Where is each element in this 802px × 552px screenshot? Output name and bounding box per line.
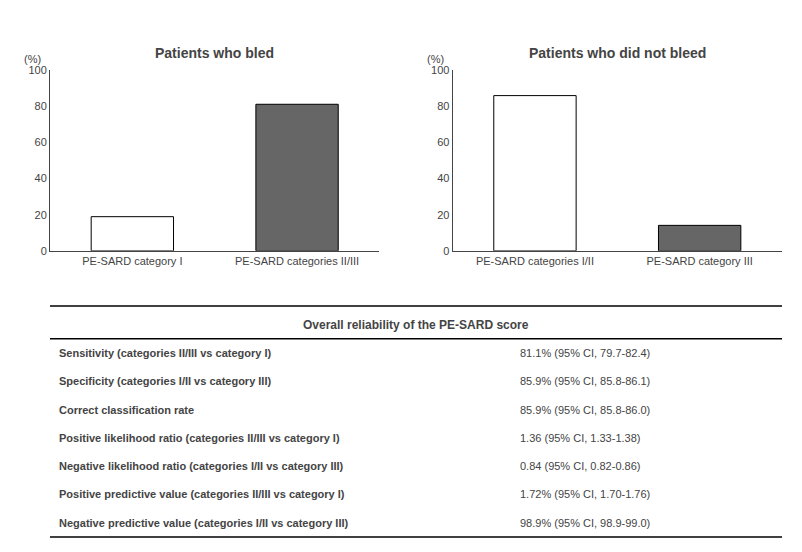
svg-text:1.36 (95% CI, 1.33-1.38): 1.36 (95% CI, 1.33-1.38): [520, 432, 640, 444]
svg-text:98.9% (95% CI, 98.9-99.0): 98.9% (95% CI, 98.9-99.0): [520, 517, 650, 529]
svg-text:Positive predictive value (cat: Positive predictive value (categories II…: [59, 488, 345, 500]
svg-text:0: 0: [443, 245, 449, 257]
svg-text:(%): (%): [427, 53, 444, 65]
svg-text:100: 100: [431, 64, 449, 76]
svg-text:Patients who did not bleed: Patients who did not bleed: [529, 45, 706, 61]
svg-text:60: 60: [35, 136, 47, 148]
svg-text:Overall reliability of the PE-: Overall reliability of the PE-SARD score: [303, 318, 529, 332]
svg-text:Patients who bled: Patients who bled: [155, 45, 274, 61]
svg-text:40: 40: [437, 172, 449, 184]
svg-text:Negative likelihood ratio (cat: Negative likelihood ratio (categories I/…: [59, 460, 344, 472]
svg-text:PE-SARD categories II/III: PE-SARD categories II/III: [235, 255, 359, 267]
svg-text:0.84 (95% CI, 0.82-0.86): 0.84 (95% CI, 0.82-0.86): [520, 460, 640, 472]
svg-text:85.9% (95% CI, 85.8-86.1): 85.9% (95% CI, 85.8-86.1): [520, 375, 650, 387]
svg-text:0: 0: [41, 245, 47, 257]
svg-text:PE-SARD categories I/II: PE-SARD categories I/II: [476, 255, 594, 267]
svg-text:Sensitivity (categories II/III: Sensitivity (categories II/III vs catego…: [59, 347, 271, 359]
svg-text:Specificity (categories I/II v: Specificity (categories I/II vs category…: [59, 375, 271, 387]
svg-text:Correct classification rate: Correct classification rate: [59, 404, 194, 416]
svg-text:40: 40: [35, 172, 47, 184]
svg-text:60: 60: [437, 136, 449, 148]
svg-text:1.72% (95% CI, 1.70-1.76): 1.72% (95% CI, 1.70-1.76): [520, 488, 650, 500]
svg-text:20: 20: [35, 209, 47, 221]
svg-text:81.1% (95% CI, 79.7-82.4): 81.1% (95% CI, 79.7-82.4): [520, 347, 650, 359]
svg-text:Negative predictive value (cat: Negative predictive value (categories I/…: [59, 517, 349, 529]
svg-text:20: 20: [437, 209, 449, 221]
svg-text:(%): (%): [24, 53, 41, 65]
svg-text:80: 80: [35, 100, 47, 112]
svg-text:85.9% (95% CI, 85.8-86.0): 85.9% (95% CI, 85.8-86.0): [520, 404, 650, 416]
svg-text:100: 100: [28, 64, 46, 76]
svg-text:PE-SARD category I: PE-SARD category I: [82, 255, 182, 267]
svg-text:80: 80: [437, 100, 449, 112]
svg-text:Positive likelihood ratio (cat: Positive likelihood ratio (categories II…: [59, 432, 340, 444]
svg-text:PE-SARD category III: PE-SARD category III: [646, 255, 752, 267]
